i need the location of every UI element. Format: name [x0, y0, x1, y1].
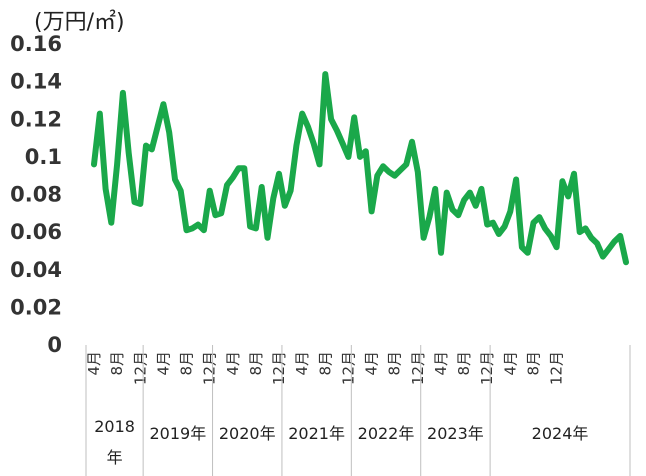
x-tick-label: 12月	[339, 351, 357, 385]
year-label-suffix: 年	[107, 448, 123, 467]
y-tick-label: 0	[47, 333, 62, 357]
x-tick-label: 4月	[432, 351, 450, 376]
x-tick-label: 4月	[501, 351, 519, 376]
x-tick-label: 8月	[386, 351, 404, 376]
x-tick-label: 4月	[85, 351, 103, 376]
x-tick-label: 8月	[524, 351, 542, 376]
y-tick-label: 0.02	[10, 295, 62, 319]
x-tick-label: 8月	[316, 351, 334, 376]
x-tick-label: 4月	[224, 351, 242, 376]
year-label: 2021年	[288, 424, 345, 443]
x-tick-label: 4月	[293, 351, 311, 376]
x-tick-label: 12月	[548, 351, 566, 385]
y-tick-label: 0.06	[10, 220, 62, 244]
year-label: 2023年	[427, 424, 484, 443]
year-label: 2024年	[532, 424, 589, 443]
y-unit-label: (万円/㎡)	[34, 10, 125, 35]
y-tick-label: 0.1	[25, 145, 62, 169]
x-tick-label: 4月	[154, 351, 172, 376]
x-tick-label: 12月	[409, 351, 427, 385]
x-tick-label: 12月	[478, 351, 496, 385]
year-label: 2018	[94, 417, 135, 436]
y-tick-label: 0.14	[10, 70, 62, 94]
x-tick-label: 12月	[201, 351, 219, 385]
x-tick-label: 4月	[363, 351, 381, 376]
y-tick-label: 0.16	[10, 32, 62, 56]
x-tick-label: 8月	[455, 351, 473, 376]
y-tick-label: 0.08	[10, 183, 62, 207]
year-label: 2019年	[149, 424, 206, 443]
y-tick-label: 0.04	[10, 258, 62, 282]
x-tick-label: 8月	[247, 351, 265, 376]
year-label: 2022年	[358, 424, 415, 443]
x-tick-label: 8月	[108, 351, 126, 376]
year-label: 2020年	[219, 424, 276, 443]
x-tick-label: 12月	[131, 351, 149, 385]
series-line	[91, 71, 629, 266]
x-tick-label: 8月	[178, 351, 196, 376]
y-tick-label: 0.12	[10, 107, 62, 131]
x-tick-label: 12月	[270, 351, 288, 385]
